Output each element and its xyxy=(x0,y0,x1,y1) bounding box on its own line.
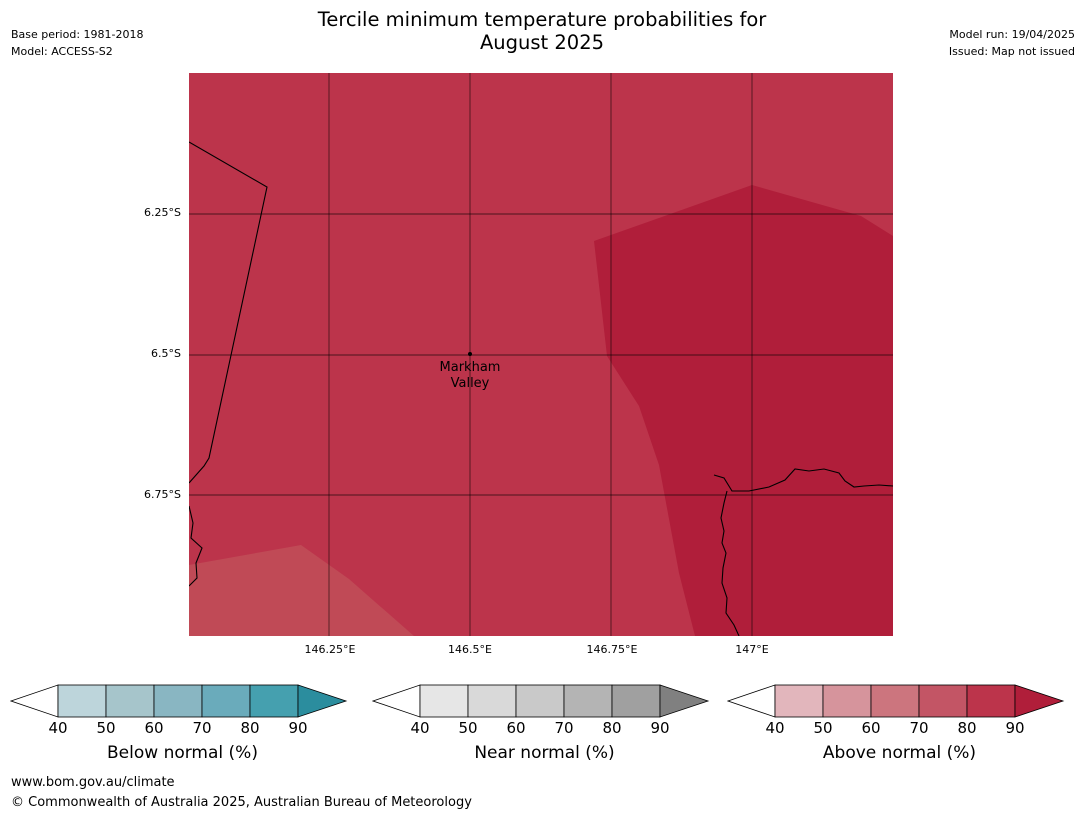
colorbar-tick-label: 70 xyxy=(554,719,574,737)
coastline-west xyxy=(189,505,203,587)
colorbar-above-normal xyxy=(727,684,1065,718)
coastline-and-borders xyxy=(189,141,893,636)
run-info: Model run: 19/04/2025 Issued: Map not is… xyxy=(949,26,1075,60)
colorbar-segment xyxy=(563,684,613,718)
town-label: Markham Valley xyxy=(420,360,520,392)
colorbar-extend-high xyxy=(297,684,348,718)
lon-label-146-5: 146.5°E xyxy=(448,643,492,656)
lat-label-6-75: 6.75°S xyxy=(144,488,181,501)
lat-label-6-5: 6.5°S xyxy=(151,347,181,360)
colorbar-tick-label: 60 xyxy=(506,719,526,737)
legend-below-normal: Below normal (%) 40 50 60 70 80 90 xyxy=(10,683,355,763)
colorbar-extend-high xyxy=(1014,684,1065,718)
colorbar-segment xyxy=(918,684,968,718)
colorbar-segment xyxy=(467,684,517,718)
colorbar-tick-label: 40 xyxy=(48,719,68,737)
probability-region-higher xyxy=(594,185,893,636)
legend-title-below-normal: Below normal (%) xyxy=(107,743,258,763)
colorbar-extend-low xyxy=(727,684,776,718)
probability-map xyxy=(189,73,893,636)
map-title: Tercile minimum temperature probabilitie… xyxy=(242,8,842,54)
border-line xyxy=(189,141,268,484)
river-line xyxy=(720,490,740,636)
colorbar-tick-label: 50 xyxy=(458,719,478,737)
issued-status: Issued: Map not issued xyxy=(948,45,1075,58)
footer-url: www.bom.gov.au/climate xyxy=(11,775,175,790)
colorbar-segment xyxy=(870,684,920,718)
legend-title-near-normal: Near normal (%) xyxy=(474,743,615,763)
colorbar-tick-label: 60 xyxy=(861,719,881,737)
map-canvas xyxy=(189,73,893,636)
colorbar-tick-label: 50 xyxy=(96,719,116,737)
colorbar-extend-low xyxy=(372,684,421,718)
colorbar-segment xyxy=(105,684,155,718)
town-marker-dot xyxy=(468,352,472,356)
legend-title-above-normal: Above normal (%) xyxy=(822,743,977,763)
colorbar-tick-label: 90 xyxy=(288,719,308,737)
colorbar-tick-label: 80 xyxy=(957,719,977,737)
colorbar-extend-high xyxy=(659,684,710,718)
colorbar-segment xyxy=(153,684,203,718)
model-run: Model run: 19/04/2025 xyxy=(949,28,1075,41)
colorbar-segment xyxy=(419,684,469,718)
colorbar-tick-label: 90 xyxy=(1005,719,1025,737)
colorbar-extend-low xyxy=(10,684,59,718)
colorbar-tick-label: 50 xyxy=(813,719,833,737)
town-name-line-2: Valley xyxy=(450,376,490,391)
title-line-2: August 2025 xyxy=(479,31,605,54)
colorbar-segment xyxy=(966,684,1016,718)
colorbar-tick-label: 90 xyxy=(650,719,670,737)
title-line-1: Tercile minimum temperature probabilitie… xyxy=(317,8,767,31)
lon-label-146-75: 146.75°E xyxy=(586,643,638,656)
colorbar-segment xyxy=(822,684,872,718)
legend-near-normal: Near normal (%) 40 50 60 70 80 90 xyxy=(372,683,717,763)
legend-above-normal: Above normal (%) 40 50 60 70 80 90 xyxy=(727,683,1072,763)
colorbar-tick-label: 70 xyxy=(909,719,929,737)
lat-label-6-25: 6.25°S xyxy=(144,206,181,219)
base-period: Base period: 1981-2018 xyxy=(11,28,144,41)
model-name: Model: ACCESS-S2 xyxy=(11,45,113,58)
colorbar-below-normal xyxy=(10,684,348,718)
colorbar-tick-label: 80 xyxy=(240,719,260,737)
colorbar-near-normal xyxy=(372,684,710,718)
lon-label-147: 147°E xyxy=(735,643,769,656)
lon-label-146-25: 146.25°E xyxy=(304,643,356,656)
colorbar-tick-label: 40 xyxy=(765,719,785,737)
town-name-line-1: Markham xyxy=(439,360,501,375)
probability-region-lower xyxy=(189,545,414,636)
colorbar-tick-label: 80 xyxy=(602,719,622,737)
colorbar-segment xyxy=(611,684,661,718)
footer-copyright: © Commonwealth of Australia 2025, Austra… xyxy=(11,795,472,810)
colorbar-tick-label: 70 xyxy=(192,719,212,737)
colorbar-tick-label: 60 xyxy=(144,719,164,737)
colorbar-segment xyxy=(515,684,565,718)
coastline-east xyxy=(713,468,893,492)
model-info: Base period: 1981-2018 Model: ACCESS-S2 xyxy=(11,26,143,60)
colorbar-segment xyxy=(774,684,824,718)
colorbar-segment xyxy=(201,684,251,718)
colorbar-tick-label: 40 xyxy=(410,719,430,737)
colorbar-segment xyxy=(249,684,299,718)
colorbar-segment xyxy=(57,684,107,718)
